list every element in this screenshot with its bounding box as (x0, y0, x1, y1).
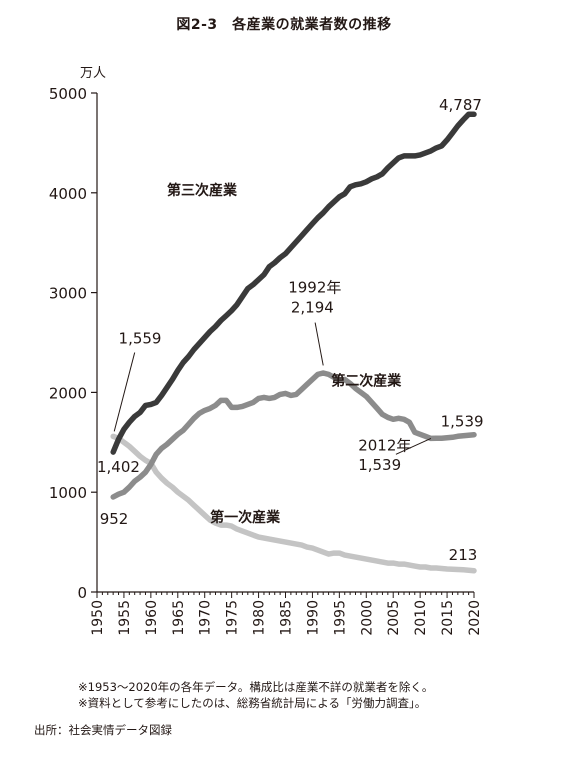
footnotes: ※1953～2020年の各年データ。構成比は産業不詳の就業者を除く。 ※資料とし… (78, 679, 433, 711)
source-note: 出所：社会実情データ図録 (34, 723, 172, 737)
series-line-2 (110, 370, 477, 500)
x-tick-label: 1950 (90, 600, 106, 636)
data-label: 1,539 (441, 412, 484, 430)
y-tick-label: 3000 (49, 285, 87, 303)
series-line-3 (110, 433, 477, 574)
series-layer (110, 111, 477, 574)
series-label: 第三次産業 (167, 182, 238, 199)
figure-title: 図2-3 各産業の就業者数の推移 (176, 17, 392, 33)
x-tick-label: 1980 (252, 600, 268, 636)
x-tick-label: 1960 (144, 600, 160, 636)
data-label: 4,787 (439, 96, 482, 114)
series-label: 第二次産業 (331, 372, 402, 389)
x-tick-label: 2020 (467, 600, 483, 636)
x-tick-label: 1990 (305, 600, 321, 636)
x-tick-label: 1975 (225, 600, 241, 636)
x-tick-label: 1970 (198, 600, 214, 636)
y-tick-label: 5000 (49, 85, 87, 103)
y-tick-label: 0 (77, 584, 87, 602)
leader-line-2 (113, 352, 136, 432)
data-label: 1,402 (97, 458, 140, 476)
y-unit-label: 万人 (80, 66, 106, 81)
x-tick-label: 2010 (413, 600, 429, 636)
x-tick-label: 1985 (279, 600, 295, 636)
x-tick-label: 2000 (359, 600, 375, 636)
data-label: 1,559 (119, 329, 162, 347)
y-tick-label: 2000 (49, 384, 87, 402)
line-chart: 万人 0 1000 2000 3000 4000 5000 1950 1955 1960 1965 1… (49, 66, 484, 636)
series-label: 第一次産業 (210, 509, 281, 526)
data-label: 952 (100, 510, 129, 528)
data-label: 213 (449, 546, 478, 564)
y-tick-label: 1000 (49, 484, 87, 502)
x-tick-label: 1995 (332, 600, 348, 636)
series-line-1 (110, 111, 477, 455)
data-label: 1992年 (288, 279, 341, 297)
data-label: 2,194 (291, 299, 334, 317)
x-tick-label: 1965 (171, 600, 187, 636)
y-tick-label: 4000 (49, 185, 87, 203)
x-tick-label: 1955 (117, 600, 133, 636)
x-tick-label: 2005 (386, 600, 402, 636)
footnote-1: ※1953～2020年の各年データ。構成比は産業不詳の就業者を除く。 (78, 680, 434, 694)
leader-line-3 (395, 437, 432, 455)
axes-layer: 万人 0 1000 2000 3000 4000 5000 1950 1955 1960 1965 1… (49, 66, 483, 636)
leader-line-1 (314, 322, 324, 366)
data-label: 1,539 (358, 456, 401, 474)
x-tick-label: 2015 (440, 600, 456, 636)
footnote-2: ※資料として参考にしたのは、総務省統計局による「労働力調査」。 (78, 696, 427, 710)
data-label: 2012年 (358, 436, 411, 454)
